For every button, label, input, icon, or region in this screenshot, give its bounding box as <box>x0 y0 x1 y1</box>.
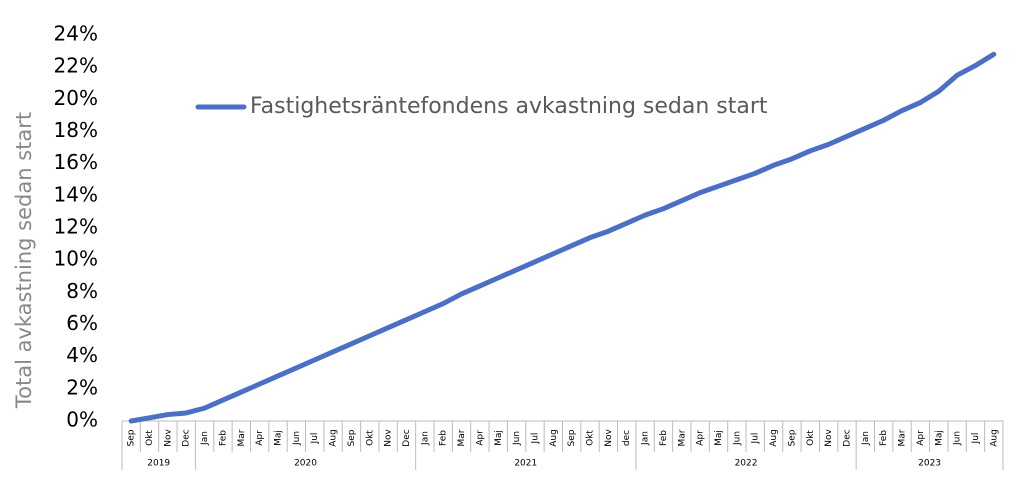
x-tick-label: Jan <box>420 431 430 446</box>
x-tick-label: Jan <box>200 431 210 446</box>
x-tick-label: Mar <box>677 429 687 446</box>
x-tick-label: Jun <box>732 431 742 446</box>
y-tick-label: 18% <box>54 118 98 142</box>
x-tick-label: Jul <box>751 433 761 445</box>
x-tick-label: Apr <box>916 430 926 446</box>
x-tick-label: Maj <box>934 430 944 446</box>
y-tick-label: 20% <box>54 86 98 110</box>
x-tick-label: Maj <box>274 430 284 446</box>
y-tick-label: 24% <box>54 22 98 46</box>
x-tick-label: Jan <box>861 431 871 446</box>
y-tick-label: 0% <box>66 408 98 432</box>
x-tick-label: Jan <box>641 431 651 446</box>
x-tick-label: dec <box>622 430 632 446</box>
x-tick-label: Aug <box>989 429 999 447</box>
y-tick-label: 4% <box>66 343 98 367</box>
x-tick-label: Feb <box>439 430 449 446</box>
x-tick-label: Dec <box>402 429 412 446</box>
y-tick-label: 10% <box>54 247 98 271</box>
y-tick-label: 22% <box>54 54 98 78</box>
x-group-label: 2023 <box>918 459 941 469</box>
x-tick-label: Nov <box>604 429 614 447</box>
x-tick-label: Okt <box>586 430 596 446</box>
x-tick-label: Apr <box>475 430 485 446</box>
y-tick-label: 14% <box>54 182 98 206</box>
x-tick-label: Sep <box>787 429 797 446</box>
x-group-label: 2022 <box>735 459 758 469</box>
x-tick-label: Jul <box>530 433 540 445</box>
y-tick-label: 2% <box>66 375 98 399</box>
x-tick-label: Jun <box>292 431 302 446</box>
x-tick-label: Feb <box>659 430 669 446</box>
x-tick-label: Nov <box>824 429 834 447</box>
y-tick-label: 8% <box>66 279 98 303</box>
x-tick-label: Mar <box>237 429 247 446</box>
x-group-label: 2019 <box>147 459 170 469</box>
x-tick-label: Dec <box>842 429 852 446</box>
x-group-label: 2021 <box>514 459 537 469</box>
y-tick-label: 16% <box>54 150 98 174</box>
x-tick-label: Apr <box>255 430 265 446</box>
x-tick-label: Feb <box>218 430 228 446</box>
x-tick-label: Nov <box>163 429 173 447</box>
x-tick-label: Jun <box>953 431 963 446</box>
x-tick-label: Feb <box>879 430 889 446</box>
x-tick-label: Jun <box>512 431 522 446</box>
x-tick-label: Aug <box>329 429 339 447</box>
x-tick-label: Maj <box>714 430 724 446</box>
y-axis-title: Total avkastning sedan start <box>12 112 36 409</box>
y-tick-label: 12% <box>54 215 98 239</box>
x-tick-label: Sep <box>567 429 577 446</box>
x-tick-label: Okt <box>145 430 155 446</box>
x-tick-label: Okt <box>806 430 816 446</box>
x-tick-label: Aug <box>769 429 779 447</box>
x-tick-label: Dec <box>182 429 192 446</box>
x-tick-label: Sep <box>347 429 357 446</box>
y-tick-label: 6% <box>66 311 98 335</box>
x-tick-label: Jul <box>971 433 981 445</box>
x-tick-label: Okt <box>365 430 375 446</box>
x-tick-label: Nov <box>384 429 394 447</box>
x-tick-label: Maj <box>494 430 504 446</box>
line-series <box>128 51 997 424</box>
x-tick-label: Sep <box>127 429 137 446</box>
x-group-label: 2020 <box>294 459 317 469</box>
x-tick-label: Mar <box>898 429 908 446</box>
x-tick-label: Jul <box>310 433 320 445</box>
legend-label: Fastighetsräntefondens avkastning sedan … <box>250 94 768 119</box>
x-tick-label: Apr <box>696 430 706 446</box>
x-tick-label: Mar <box>457 429 467 446</box>
x-tick-label: Aug <box>549 429 559 447</box>
